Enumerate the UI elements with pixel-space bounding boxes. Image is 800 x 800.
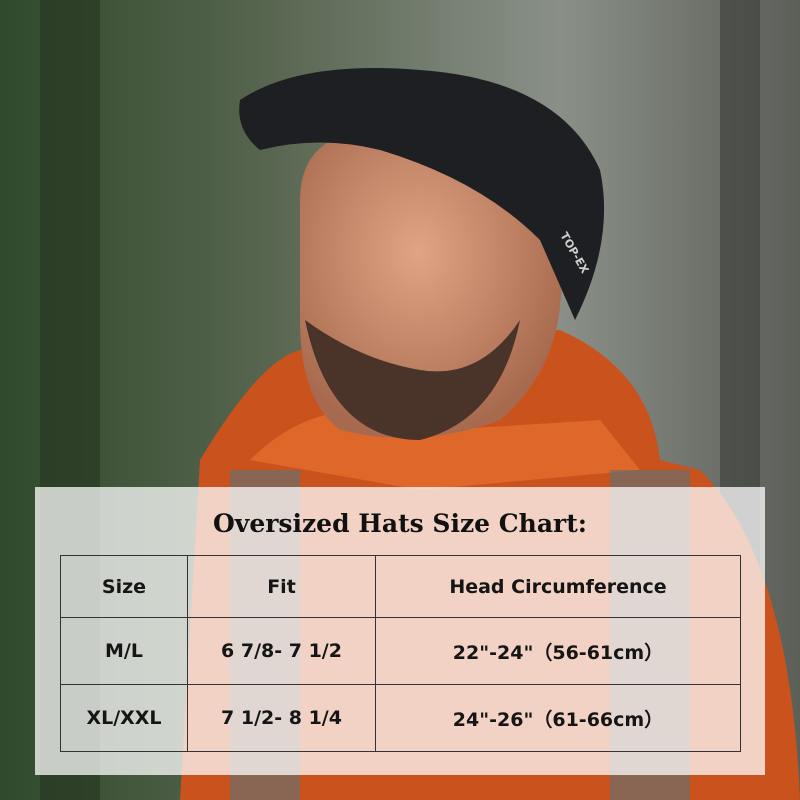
header-cell: Size	[60, 555, 188, 618]
size-chart-panel: Oversized Hats Size Chart: Size Fit Head…	[35, 487, 765, 775]
cell: XL/XXL	[60, 684, 188, 752]
cell: 7 1/2- 8 1/4	[187, 684, 376, 752]
cell: M/L	[60, 617, 188, 685]
chart-title: Oversized Hats Size Chart:	[213, 509, 587, 538]
cell: 6 7/8- 7 1/2	[187, 617, 376, 685]
table-row: XL/XXL 7 1/2- 8 1/4 24"-26"（61-66cm）	[60, 684, 741, 752]
cell: 22"-24"（56-61cm）	[375, 617, 741, 685]
table-row: M/L 6 7/8- 7 1/2 22"-24"（56-61cm）	[60, 617, 741, 685]
header-row: Size Fit Head Circumference	[60, 555, 741, 618]
header-cell: Head Circumference	[375, 555, 741, 618]
beard	[305, 320, 520, 440]
size-table: Size Fit Head Circumference M/L 6 7/8- 7…	[60, 555, 741, 752]
cap	[239, 68, 605, 320]
header-cell: Fit	[187, 555, 376, 618]
cell: 24"-26"（61-66cm）	[375, 684, 741, 752]
